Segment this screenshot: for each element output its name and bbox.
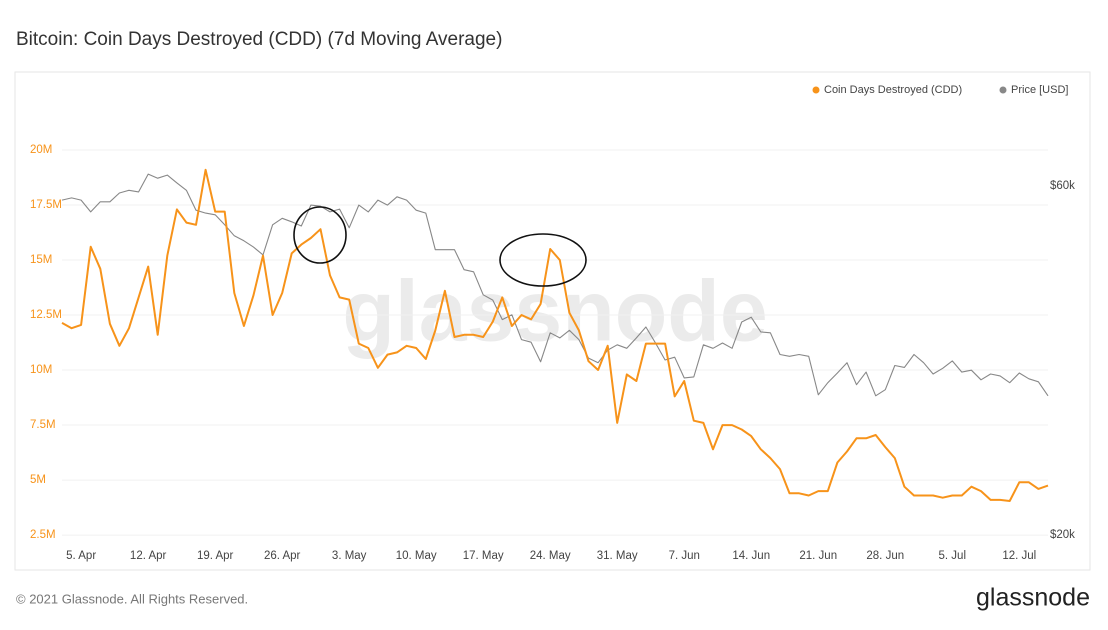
x-tick-label: 17. May (463, 550, 504, 562)
x-tick-label: 28. Jun (866, 550, 904, 562)
x-tick-label: 26. Apr (264, 550, 301, 562)
series-line (61, 168, 1049, 502)
footer: © 2021 Glassnode. All Rights Reserved. (16, 591, 248, 606)
legend-marker (999, 86, 1007, 94)
x-tick-label: 14. Jun (732, 550, 770, 562)
x-tick-label: 24. May (530, 550, 571, 562)
legend-label: Coin Days Destroyed (CDD) (824, 84, 962, 96)
y2-tick-label: $20k (1050, 529, 1075, 541)
y-tick-label: 15M (30, 254, 52, 266)
legend: Coin Days Destroyed (CDD) Price [USD] (812, 84, 1068, 96)
x-tick-label: 3. May (332, 550, 367, 562)
y-tick-label: 10M (30, 364, 52, 376)
y-tick-label: 20M (30, 144, 52, 156)
x-tick-label: 21. Jun (799, 550, 837, 562)
legend-marker (812, 86, 820, 94)
x-tick-label: 31. May (597, 550, 638, 562)
x-tick-label: 5. Apr (66, 550, 96, 562)
logo: glassnode (976, 584, 1090, 612)
background-layer: glassnode 2.5M 5M 7.5M 10M 12.5M 15M 17.5M 20M $2… (30, 144, 1075, 562)
legend-label: Price [USD] (1011, 84, 1068, 96)
watermark: glassnode (342, 264, 767, 360)
annotation-circle (293, 206, 347, 264)
plot-layer (61, 168, 1049, 502)
y-tick-label: 5M (30, 474, 46, 486)
x-tick-label: 7. Jun (669, 550, 700, 562)
annotation-circle (499, 233, 587, 287)
x-tick-label: 12. Apr (130, 550, 167, 562)
x-tick-label: 12. Jul (1002, 550, 1036, 562)
y-tick-label: 17.5M (30, 199, 62, 211)
x-tick-label: 10. May (396, 550, 437, 562)
y2-tick-label: $60k (1050, 180, 1075, 192)
x-tick-label: 19. Apr (197, 550, 234, 562)
chart-frame (14, 71, 1091, 571)
y-tick-label: 12.5M (30, 309, 62, 321)
y-tick-label: 2.5M (30, 529, 56, 541)
y-tick-label: 7.5M (30, 419, 56, 431)
x-tick-label: 5. Jul (939, 550, 967, 562)
chart-title: Bitcoin: Coin Days Destroyed (CDD) (7d M… (16, 29, 502, 50)
